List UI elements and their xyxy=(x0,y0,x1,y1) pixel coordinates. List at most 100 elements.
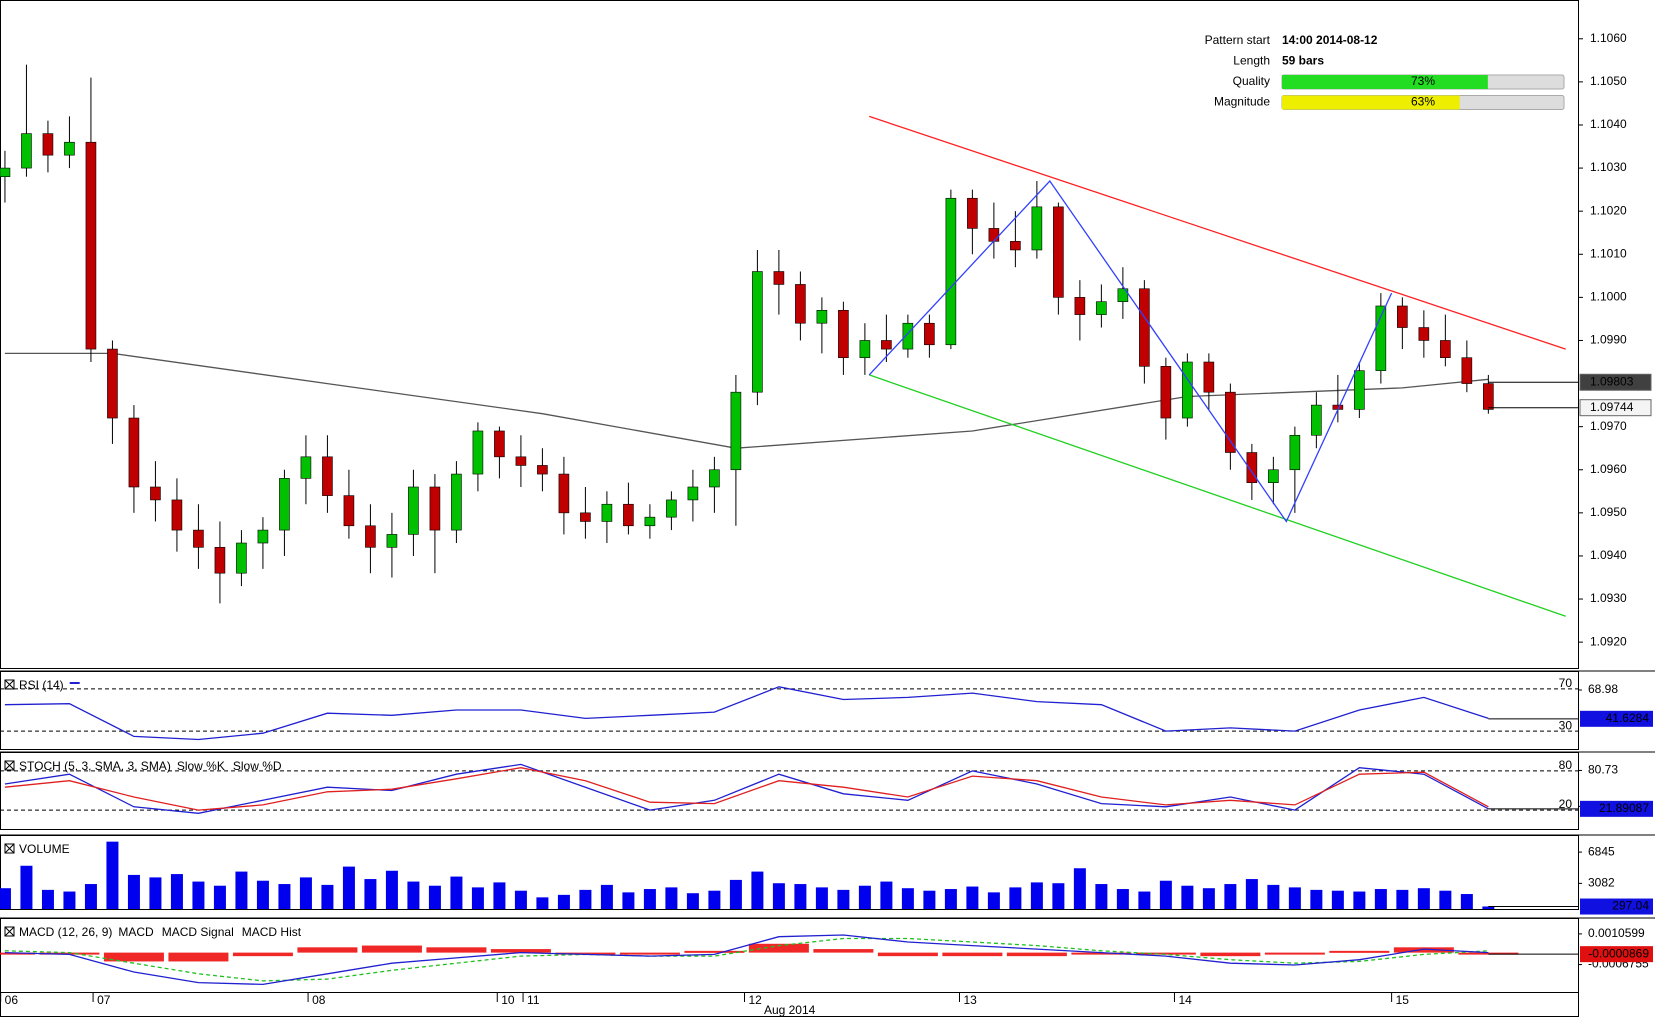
volume-bar xyxy=(966,886,979,909)
y-tick-label: 1.0940 xyxy=(1590,548,1627,562)
macd-hist xyxy=(490,949,551,953)
info-label: Length xyxy=(1233,54,1270,68)
y-tick-label: 68.98 xyxy=(1588,682,1618,696)
y-tick-label: 1.1000 xyxy=(1590,290,1627,304)
legend-entry: Slow %K xyxy=(177,759,225,773)
macd-line xyxy=(4,934,1489,986)
candle-body xyxy=(472,430,484,475)
volume-bar xyxy=(63,891,76,909)
macd-hist xyxy=(877,952,938,957)
candle-body xyxy=(709,469,720,488)
y-tick-label: 1.1020 xyxy=(1590,203,1627,217)
info-value: 59 bars xyxy=(1282,54,1324,68)
candle-body xyxy=(171,499,183,531)
volume-bar xyxy=(1009,887,1022,909)
legend-entry: MACD xyxy=(118,925,154,939)
candle-body xyxy=(1418,327,1430,341)
price-tag-bg xyxy=(1579,373,1652,391)
info-value: 14:00 2014-08-12 xyxy=(1282,33,1378,47)
candle-body xyxy=(1354,370,1365,410)
volume-bar xyxy=(1030,882,1043,909)
y-tick-label: 1.1050 xyxy=(1590,74,1627,88)
volume-bar xyxy=(170,874,183,909)
candle-body xyxy=(537,465,548,475)
candle-body xyxy=(64,141,75,156)
panel-title: VOLUME xyxy=(19,842,70,856)
candle-body xyxy=(214,547,226,574)
volume-bar xyxy=(428,885,441,909)
legend-entry: MACD Signal xyxy=(162,925,234,939)
y-tick-label: 1.0930 xyxy=(1590,591,1627,605)
info-bar-label: 73% xyxy=(1411,74,1435,88)
volume-bar xyxy=(751,871,764,909)
volume-bar xyxy=(20,865,33,909)
candle-body xyxy=(1440,340,1451,359)
candle-body xyxy=(644,516,656,527)
volume-bar xyxy=(1267,884,1280,909)
pattern-line xyxy=(868,115,1566,350)
volume-bar xyxy=(1417,888,1430,909)
volume-bar xyxy=(149,877,162,909)
info-label: Magnitude xyxy=(1214,95,1270,109)
candle-body xyxy=(1053,206,1064,298)
candle-body xyxy=(1246,452,1258,483)
moving-average xyxy=(4,352,1489,449)
pattern-line xyxy=(868,179,1393,523)
x-tick-label: 14 xyxy=(1178,993,1192,1007)
candle-body xyxy=(558,473,570,514)
volume-bar xyxy=(127,874,140,909)
candle-body xyxy=(1139,288,1150,367)
candle-body xyxy=(623,503,634,527)
indicator-line xyxy=(4,686,1489,741)
last-value-tag-bg xyxy=(1580,800,1653,817)
panel-frame xyxy=(0,0,1579,669)
candle-body xyxy=(902,322,914,350)
info-bar xyxy=(1282,75,1488,89)
candle-body xyxy=(85,141,97,350)
price-tag: 1.09803 xyxy=(1590,374,1634,388)
volume-bar xyxy=(536,897,549,909)
candle-body xyxy=(429,486,441,531)
volume-bar xyxy=(1052,883,1065,909)
candle-body xyxy=(1010,241,1021,251)
candle-body xyxy=(881,340,892,350)
macd-hist xyxy=(942,952,1003,957)
volume-bar xyxy=(385,870,398,909)
candle-body xyxy=(773,271,785,285)
candle-body xyxy=(1483,383,1494,410)
volume-bar xyxy=(987,892,1000,909)
macd-signal xyxy=(4,937,1489,982)
candle-body xyxy=(1203,361,1215,393)
volume-bar xyxy=(450,876,463,909)
volume-bar xyxy=(1245,879,1258,909)
x-tick-label: 08 xyxy=(312,993,326,1007)
volume-bar xyxy=(1331,890,1344,909)
candle-body xyxy=(967,197,978,229)
y-tick-label: 80.73 xyxy=(1588,763,1618,777)
volume-bar xyxy=(1181,885,1194,909)
pattern-line xyxy=(868,374,1566,617)
last-value-tag: 297.04 xyxy=(1612,899,1649,913)
y-tick-label: 6845 xyxy=(1588,844,1615,858)
legend-entry: Slow %D xyxy=(233,759,282,773)
last-value-tag: 41.6284 xyxy=(1606,711,1650,725)
candle-body xyxy=(236,542,247,574)
volume-bar xyxy=(235,871,248,909)
candle-body xyxy=(601,503,613,522)
candle-body xyxy=(42,133,54,156)
volume-bar xyxy=(686,893,699,909)
x-tick-label: 15 xyxy=(1396,993,1410,1007)
legend-entry: MACD Hist xyxy=(242,925,302,939)
candle-body xyxy=(515,456,527,466)
volume-bar xyxy=(837,889,850,909)
volume-bar xyxy=(0,888,11,909)
volume-bar xyxy=(1439,890,1452,909)
candle-body xyxy=(924,322,935,346)
panel-title: STOCH (5, 3, SMA, 3, SMA) xyxy=(19,759,171,773)
y-tick-label: 1.1030 xyxy=(1590,160,1627,174)
volume-bar xyxy=(1159,880,1172,909)
panel-toggle-icon xyxy=(4,760,15,771)
volume-bar xyxy=(1288,887,1301,909)
volume-bar xyxy=(579,889,592,909)
